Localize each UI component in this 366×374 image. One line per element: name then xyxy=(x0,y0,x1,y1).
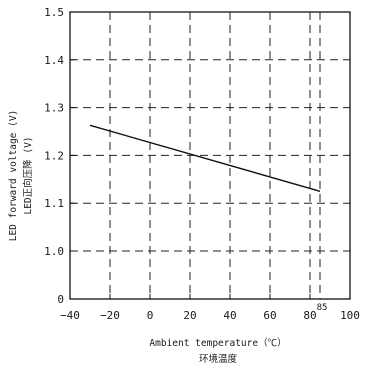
x-tick-label: 0 xyxy=(147,309,154,322)
y-axis-title: LED forward voltage (V) xyxy=(8,110,19,242)
y-axis-title-group: LED forward voltage (V) LED正向压降 (V) xyxy=(8,110,34,242)
x-tick-label: 100 xyxy=(340,309,360,322)
series-layer xyxy=(89,124,321,192)
y-tick-label: 0 xyxy=(57,293,64,306)
x-tick-label: 60 xyxy=(263,309,276,322)
vline-85-label: 85 xyxy=(317,303,328,313)
y-axis-title-chinese: LED正向压降 (V) xyxy=(22,136,34,214)
x-axis-title-chinese: 环境温度 xyxy=(199,353,238,365)
x-axis-title: Ambient temperature（℃） xyxy=(149,337,286,349)
grid-lines xyxy=(70,12,350,299)
x-tick-label: 40 xyxy=(223,309,236,322)
x-tick-label: 20 xyxy=(183,309,196,322)
y-tick-label: 1.3 xyxy=(44,102,64,115)
series-line xyxy=(89,124,321,192)
x-tick-label: −20 xyxy=(100,309,120,322)
y-tick-label: 1.2 xyxy=(44,149,64,162)
y-tick-label: 1.4 xyxy=(44,54,64,67)
x-tick-label: 80 xyxy=(303,309,316,322)
y-tick-label: 1.1 xyxy=(44,197,64,210)
y-tick-label: 1.5 xyxy=(44,6,64,19)
y-tick-label: 1.0 xyxy=(44,245,64,258)
tick-labels: −40 −20 0 20 40 60 80 100 0 1.0 1.1 1.2 1.3 1.4 1.5 xyxy=(44,6,360,322)
x-tick-label: −40 xyxy=(60,309,80,322)
